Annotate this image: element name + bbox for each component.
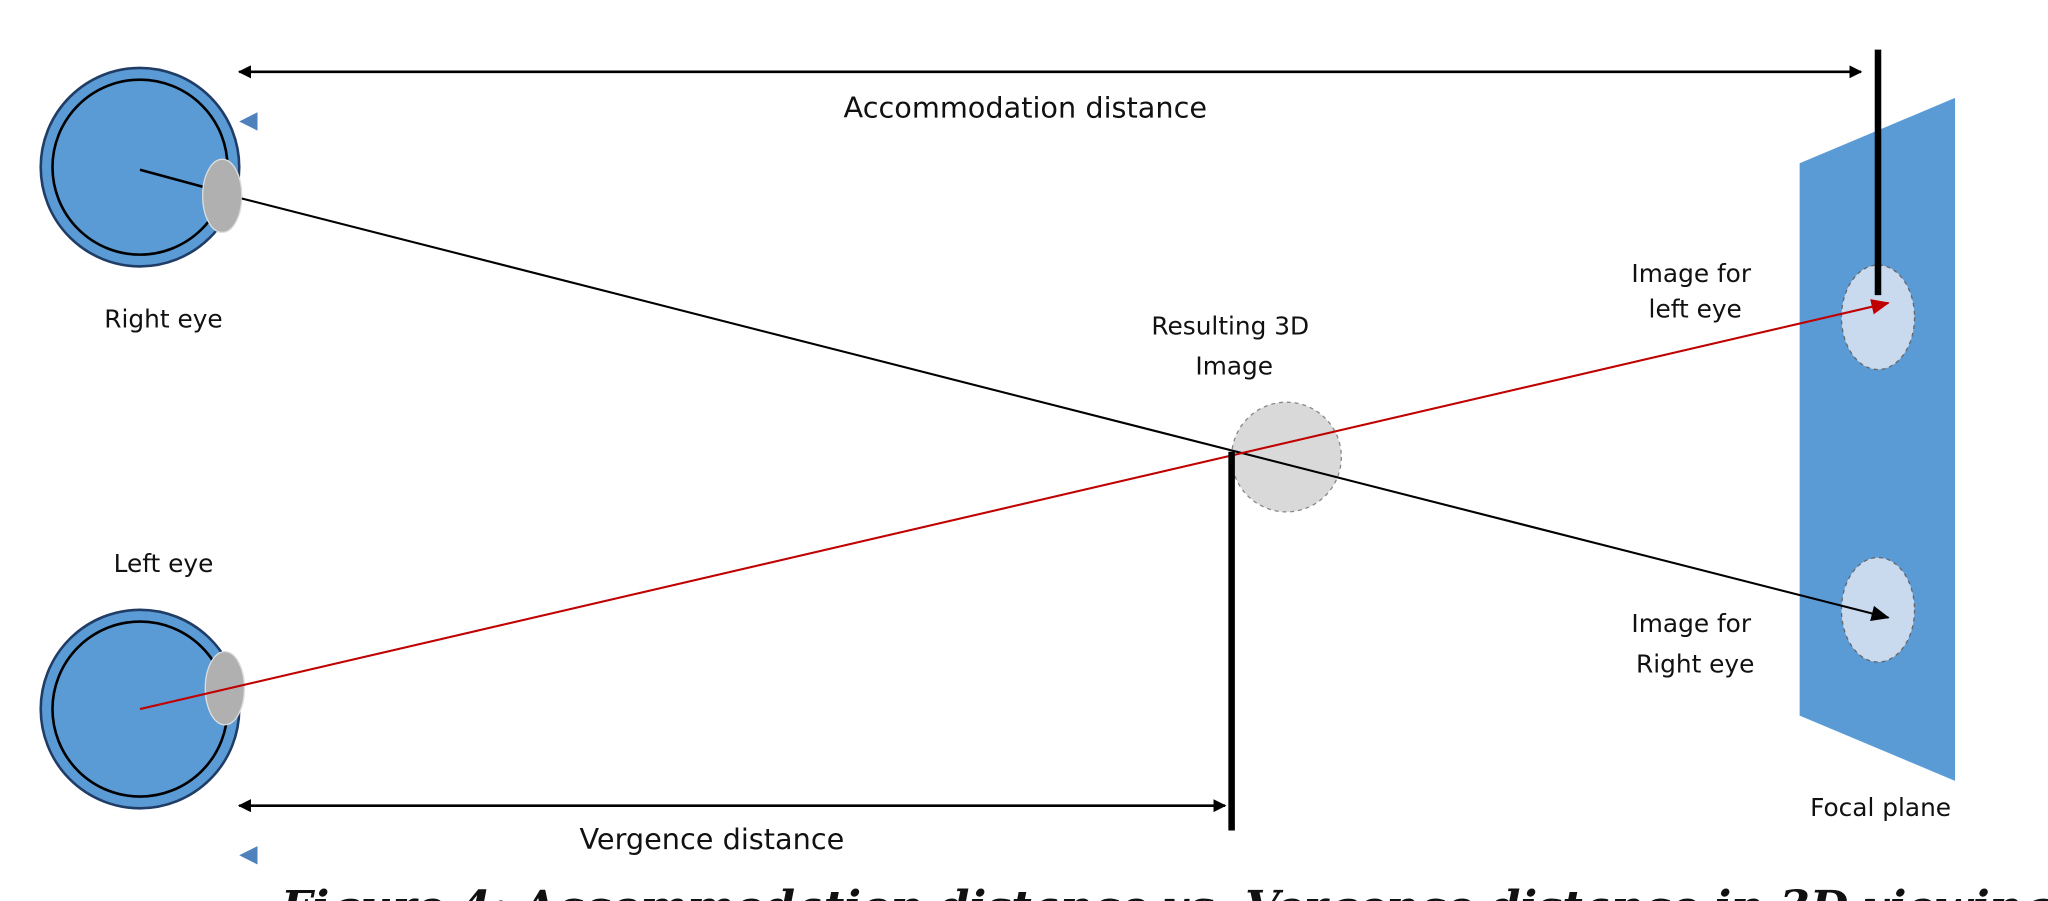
label-line: Resulting 3D xyxy=(1151,311,1309,340)
left-eye-ray xyxy=(139,299,1890,711)
label-line: Image for xyxy=(1631,259,1751,288)
image-right-spot xyxy=(1840,556,1916,663)
label-line: Image xyxy=(1195,352,1273,381)
label-line: Image for xyxy=(1631,609,1751,638)
label-line: left eye xyxy=(1649,294,1742,323)
focal-plane xyxy=(1799,97,1956,781)
marker-triangle xyxy=(239,112,258,131)
left-eye xyxy=(39,608,246,810)
marker-triangle xyxy=(239,846,258,865)
image-left-label: Image for left eye xyxy=(1631,259,1759,323)
focal-plane-label: Focal plane xyxy=(1810,793,1951,822)
image-right-label: Image for Right eye xyxy=(1631,609,1759,678)
right-eye-ray xyxy=(241,197,1890,622)
right-eye xyxy=(39,66,243,268)
resulting-image xyxy=(1230,401,1342,513)
right-eye-label: Right eye xyxy=(104,305,222,334)
vergence-label: Vergence distance xyxy=(580,822,845,856)
accommodation-label: Accommodation distance xyxy=(844,91,1207,125)
image-left-spot xyxy=(1840,264,1916,371)
left-eye-label: Left eye xyxy=(114,549,214,578)
resulting-image-label: Resulting 3D Image xyxy=(1151,311,1317,380)
label-line: Right eye xyxy=(1636,649,1754,678)
caption: Figure 4: Accommodation distance vs. Ver… xyxy=(279,881,2048,901)
